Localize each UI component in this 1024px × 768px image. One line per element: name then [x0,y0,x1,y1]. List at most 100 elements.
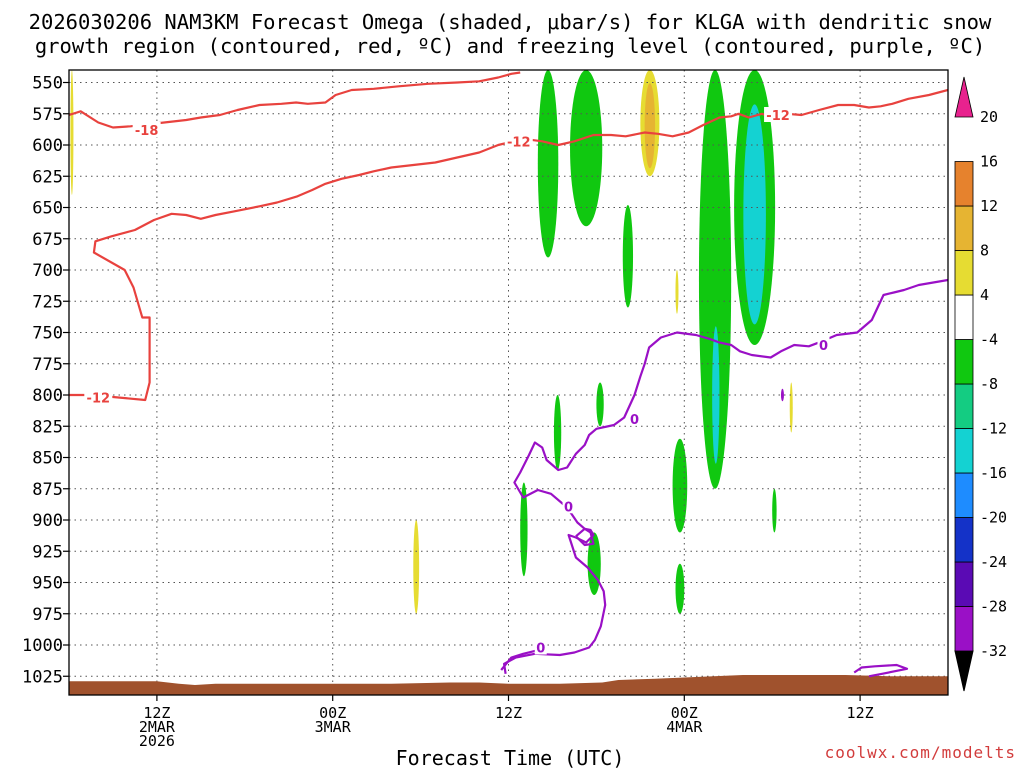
colorbar-swatch-8 [954,294,974,340]
omega-colorbar: -32 -28 -24 -20 -16 -12 -8 -4 4 8 12 16 20 [954,76,1007,692]
contour-label-5: 0 [536,642,545,657]
site-credit: coolwx.com/modelts [825,743,1016,762]
colorbar-high-arrow [954,76,974,118]
colorbar-label--32: -32 [980,642,1007,660]
xtick-label-18-0: 00Z [319,704,346,722]
contour-layer: -18 -12 -12 -12 0 0 0 0 [69,71,948,678]
ytick-label-650: 650 [32,199,63,219]
ytick-label-675: 675 [32,230,63,250]
colorbar-swatch-10 [954,205,974,251]
chart-title-line2: growth region (contoured, red, ºC) and f… [35,34,985,58]
ytick-label-925: 925 [32,542,63,562]
colorbar-label--8: -8 [980,375,998,393]
omega-cell-13 [672,438,688,533]
pressure-axis: 550 575 600 625 650 675 700 725 750 775 800 825 850 8… [22,74,69,687]
ytick-label-1000: 1000 [22,636,63,656]
contour-label-4: 0 [630,413,639,428]
xtick-label-6-1: 2MAR [139,718,176,736]
colorbar-swatch-4 [954,472,974,518]
omega-cell-14 [675,563,685,614]
colorbar-swatch-9 [954,250,974,296]
contour-label-0: -18 [135,124,159,139]
ytick-label-900: 900 [32,511,63,531]
omega-shading [70,70,793,614]
ytick-label-975: 975 [32,605,63,625]
omega-cell-0 [70,70,74,195]
chart-title-line1: 2026030206 NAM3KM Forecast Omega (shaded… [29,10,992,34]
colorbar-swatch-1 [954,606,974,652]
omega-cell-15 [772,488,777,533]
ytick-label-1025: 1025 [22,667,63,687]
ytick-label-800: 800 [32,386,63,406]
ytick-label-550: 550 [32,74,63,94]
colorbar-label--12: -12 [980,420,1007,438]
contour-label-7: 0 [819,339,828,354]
colorbar-label--28: -28 [980,598,1007,616]
ytick-label-875: 875 [32,480,63,500]
x-axis-label: Forecast Time (UTC) [396,746,625,768]
omega-cell-12 [587,532,601,595]
omega-cell-17 [789,382,793,433]
plot-background [69,70,948,695]
contour-label-bg-3 [764,107,793,122]
contour-label-bg-1 [504,133,533,149]
omega-cell-4 [622,205,634,308]
xtick-label-42-0: 00Z [671,704,698,722]
ytick-label-775: 775 [32,355,63,375]
ytick-label-700: 700 [32,261,63,281]
omega-cell-core-8 [743,104,766,325]
colorbar-swatch-11 [954,161,974,207]
contour-label-bg-2 [84,389,113,405]
terrain-fill [69,675,948,695]
colorbar-swatch-7 [954,339,974,385]
colorbar-label--24: -24 [980,553,1007,571]
xtick-label-30-0: 12Z [495,704,522,722]
colorbar-swatch-2 [954,561,974,607]
colorbar-label--4: -4 [980,331,998,349]
contour-label-bg-6 [562,498,575,514]
ytick-label-750: 750 [32,324,63,344]
ytick-label-575: 575 [32,105,63,125]
contour-label-2: -12 [87,392,111,407]
omega-cell-6 [698,70,732,489]
xtick-label-42-1: 4MAR [666,718,703,736]
ytick-label-625: 625 [32,167,63,187]
xtick-label-54-0: 12Z [847,704,874,722]
ytick-label-850: 850 [32,449,63,469]
omega-cell-9 [553,395,562,470]
omega-cell-11 [520,482,528,577]
colorbar-swatch-5 [954,428,974,474]
omega-cell-1 [413,520,420,614]
colorbar-label--16: -16 [980,464,1007,482]
colorbar-label-20: 20 [980,108,998,126]
contour-line-8 [853,663,909,678]
colorbar-label-12: 12 [980,197,998,215]
contour-label-6: 0 [564,500,573,515]
omega-cell-16 [675,270,679,314]
omega-cell-2 [537,70,559,258]
xtick-label-6-0: 12Z [143,704,170,722]
contour-label-1: -12 [507,135,531,150]
omega-cell-7 [712,326,720,464]
omega-cell-18 [780,388,784,402]
xtick-label-6-2: 2026 [139,732,175,750]
terrain-layer [69,675,948,695]
contour-line-6 [575,527,595,547]
contour-line-5 [500,647,544,671]
contour-line-4 [503,278,948,674]
omega-cell-3 [570,70,603,227]
colorbar-swatch-6 [954,383,974,429]
ytick-label-825: 825 [32,417,63,437]
contour-label-3: -12 [766,109,790,124]
ytick-label-950: 950 [32,574,63,594]
contour-label-bg-5 [534,639,547,655]
colorbar-low-arrow [954,650,974,692]
contour-line-0 [69,71,521,129]
colorbar-label--20: -20 [980,509,1007,527]
colorbar-label-8: 8 [980,242,989,260]
contour-label-bg-0 [132,122,161,137]
omega-cell-10 [596,382,604,427]
colorbar-label-16: 16 [980,153,998,171]
contour-label-bg-7 [817,337,830,352]
